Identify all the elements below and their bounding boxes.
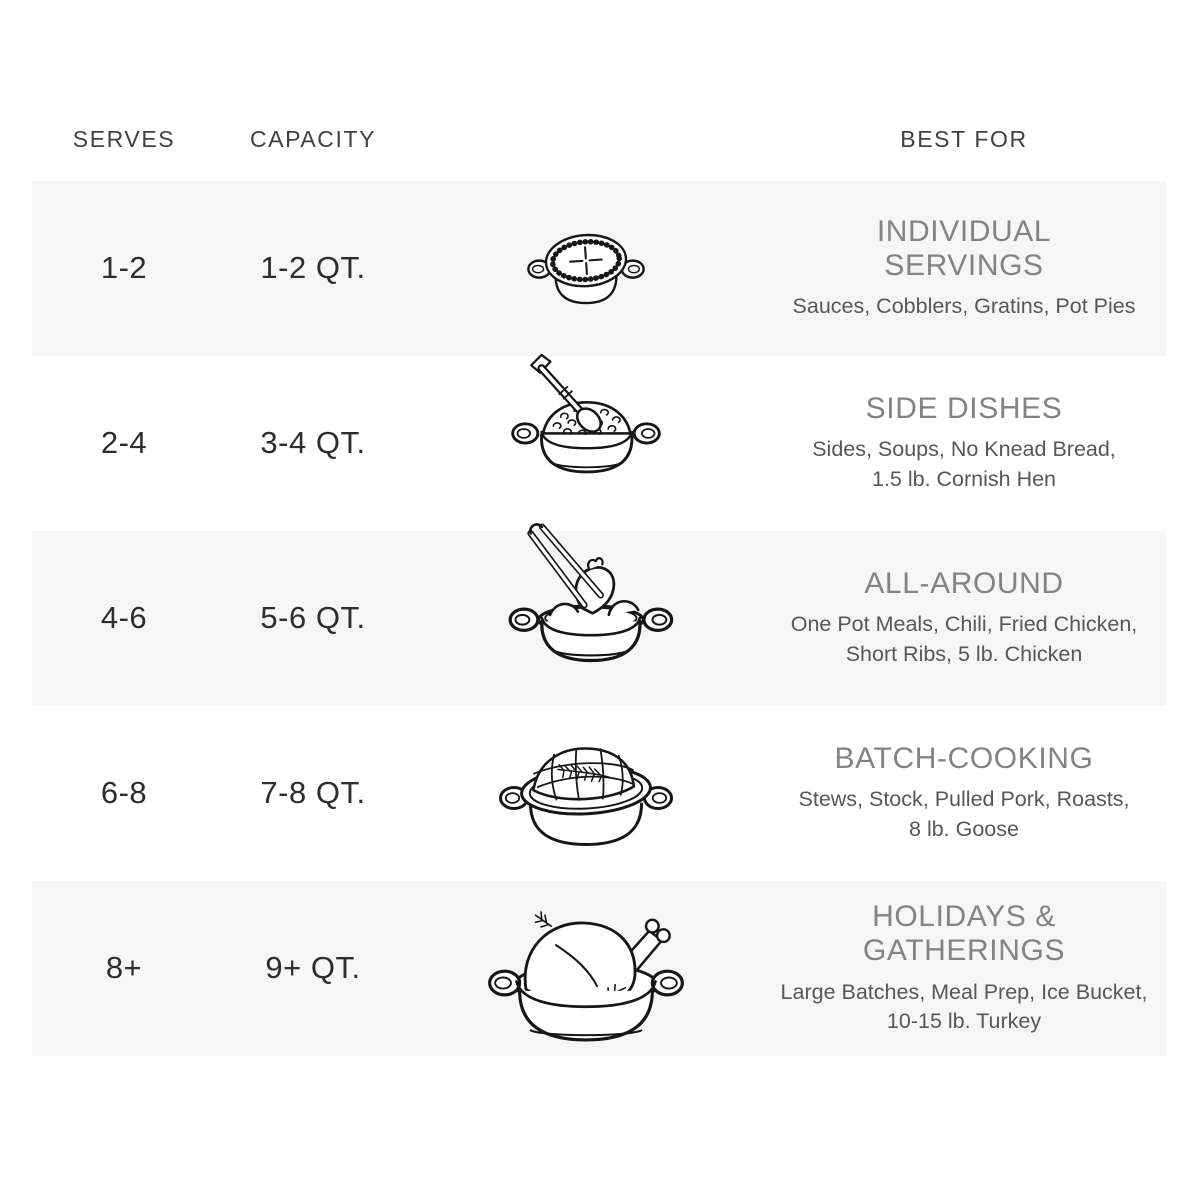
pot-with-spoon-icon — [497, 349, 675, 486]
mini-cocotte-pot-pie-icon — [519, 223, 653, 314]
best-for-title: HOLIDAYS & GATHERINGS — [862, 900, 1066, 968]
serves-value: 4-6 — [100, 600, 148, 636]
serves-value: 6-8 — [100, 775, 148, 811]
size-row: 1-2 1-2 QT. INDIVIDUAL SERVINGS Sauces, C… — [32, 180, 1166, 356]
size-row: 2-4 3-4 QT. SIDE DISHES Sides, Soups, No… — [32, 356, 1166, 531]
capacity-value: 7-8 QT. — [260, 775, 366, 811]
best-for-title: SIDE DISHES — [865, 392, 1063, 426]
pot-with-tongs-chicken-icon — [488, 517, 684, 676]
column-headers: SERVES CAPACITY BEST FOR — [32, 0, 1166, 154]
illustration-cell — [410, 881, 762, 1056]
capacity-value: 5-6 QT. — [260, 600, 366, 636]
best-for-title: INDIVIDUAL SERVINGS — [876, 214, 1052, 282]
best-for-cell: ALL-AROUND One Pot Meals, Chili, Fried C… — [762, 567, 1166, 669]
pot-with-turkey-icon — [483, 893, 689, 1047]
capacity-value: 9+ QT. — [265, 950, 361, 986]
best-for-column-header: BEST FOR — [900, 126, 1028, 152]
serves-value: 2-4 — [100, 425, 148, 461]
best-for-description: Large Batches, Meal Prep, Ice Bucket, 10-… — [780, 979, 1148, 1033]
capacity-value: 3-4 QT. — [260, 425, 366, 461]
best-for-description: One Pot Meals, Chili, Fried Chicken, Shor… — [790, 612, 1138, 666]
size-row: 6-8 7-8 QT. BATCH-COOKING Stews, Stock, … — [32, 706, 1166, 881]
serves-column-header: SERVES — [72, 126, 176, 152]
illustration-cell — [410, 356, 762, 531]
pot-with-netted-roast-icon — [496, 726, 676, 861]
best-for-cell: HOLIDAYS & GATHERINGS Large Batches, Meal… — [762, 900, 1166, 1036]
illustration-cell — [410, 531, 762, 706]
illustration-cell — [410, 181, 762, 356]
best-for-cell: INDIVIDUAL SERVINGS Sauces, Cobblers, Gra… — [762, 215, 1166, 322]
best-for-title: ALL-AROUND — [864, 567, 1064, 601]
capacity-column-header: CAPACITY — [249, 126, 377, 152]
illustration-column-spacer — [410, 126, 762, 154]
capacity-value: 1-2 QT. — [260, 250, 366, 286]
size-row: 8+ 9+ QT. HOLIDAYS & GATHERINGS Large Bat… — [32, 880, 1166, 1056]
best-for-description: Sides, Soups, No Knead Bread, 1.5 lb. Cor… — [812, 437, 1116, 491]
best-for-description: Sauces, Cobblers, Gratins, Pot Pies — [792, 294, 1136, 319]
rows: 1-2 1-2 QT. INDIVIDUAL SERVINGS Sauces, C… — [0, 180, 1200, 1056]
size-row: 4-6 5-6 QT. ALL-AROUND One Pot Meals, Ch… — [32, 531, 1166, 706]
best-for-description: Stews, Stock, Pulled Pork, Roasts, 8 lb. … — [798, 787, 1130, 841]
illustration-cell — [410, 706, 762, 881]
serves-value: 1-2 — [100, 250, 148, 286]
best-for-cell: BATCH-COOKING Stews, Stock, Pulled Pork,… — [762, 742, 1166, 844]
best-for-title: BATCH-COOKING — [834, 742, 1094, 776]
best-for-cell: SIDE DISHES Sides, Soups, No Knead Bread… — [762, 392, 1166, 494]
serves-value: 8+ — [105, 950, 143, 986]
